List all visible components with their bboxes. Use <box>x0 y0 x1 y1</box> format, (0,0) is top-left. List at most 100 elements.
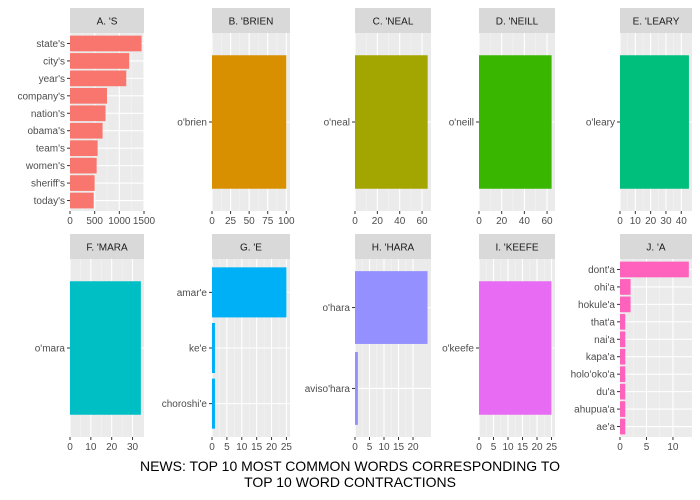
bar <box>620 401 626 417</box>
bar <box>70 175 95 191</box>
x-tick-label: 0 <box>476 442 482 453</box>
x-tick-label: 5 <box>367 442 373 453</box>
bar <box>479 55 552 189</box>
x-tick-label: 20 <box>645 216 657 227</box>
x-tick-label: 20 <box>106 442 118 453</box>
x-tick-label: 20 <box>496 216 508 227</box>
x-tick-label: 0 <box>209 442 215 453</box>
facet-title: F. 'MARA <box>86 243 128 254</box>
bar <box>70 157 97 174</box>
bar <box>620 418 626 435</box>
x-tick-label: 10 <box>236 442 248 453</box>
x-tick-label: 10 <box>502 442 514 453</box>
x-tick-label: 30 <box>127 442 139 453</box>
y-tick-label: ohi'a <box>594 282 615 293</box>
x-tick-label: 25 <box>281 442 293 453</box>
x-tick-label: 500 <box>86 216 103 227</box>
y-tick-label: o'mara <box>35 344 66 355</box>
x-tick-label: 0 <box>476 216 482 227</box>
y-tick-label: women's <box>25 161 65 172</box>
y-tick-label: o'neill <box>449 118 474 129</box>
bar <box>70 140 98 157</box>
bar <box>620 261 689 278</box>
caption-line-1: NEWS: TOP 10 MOST COMMON WORDS CORRESPON… <box>139 458 561 474</box>
bar <box>620 366 626 383</box>
facet-panel: D. 'NEILL o'neill 0 20 40 60 <box>449 8 555 227</box>
bar <box>70 192 94 209</box>
x-tick-label: 25 <box>546 442 558 453</box>
x-tick-label: 75 <box>262 216 274 227</box>
y-tick-label: company's <box>18 91 66 102</box>
x-tick-label: 20 <box>372 216 384 227</box>
x-tick-label: 40 <box>519 216 531 227</box>
x-tick-label: 15 <box>517 442 529 453</box>
y-tick-label: nai'a <box>594 335 615 346</box>
x-tick-label: 5 <box>491 442 497 453</box>
x-tick-label: 15 <box>393 442 405 453</box>
facet-title: A. 'S <box>97 17 118 28</box>
x-tick-label: 0 <box>209 216 215 227</box>
facet-strip <box>355 8 431 33</box>
facet-title: J. 'A <box>646 243 665 254</box>
y-tick-label: du'a <box>596 387 615 398</box>
bar <box>70 35 142 52</box>
panel-background <box>620 259 692 437</box>
bar <box>70 70 127 87</box>
facet-strip <box>212 8 290 33</box>
bar <box>70 122 103 139</box>
y-tick-label: o'neal <box>324 118 350 129</box>
facet-panel: G. 'E amar'e ke'e choroshi'e 0 5 10 15 20 25 <box>162 234 293 453</box>
y-tick-label: obama's <box>28 126 66 137</box>
x-tick-label: 60 <box>416 216 428 227</box>
bar <box>355 55 428 189</box>
facet-title: D. 'NEILL <box>496 17 539 28</box>
x-tick-label: 0 <box>617 442 623 453</box>
y-tick-label: o'keefe <box>442 344 474 355</box>
x-tick-label: 20 <box>531 442 543 453</box>
y-tick-label: sheriff's <box>31 179 65 190</box>
facet-panel: E. 'LEARY o'leary 0 10 20 30 40 <box>586 8 692 227</box>
y-tick-label: ke'e <box>189 344 207 355</box>
x-tick-label: 10 <box>378 442 390 453</box>
facet-title: H. 'HARA <box>372 243 415 254</box>
facet-title: C. 'NEAL <box>373 17 414 28</box>
x-tick-label: 0 <box>67 442 73 453</box>
y-tick-label: o'brien <box>177 118 207 129</box>
facet-strip <box>70 8 144 33</box>
facet-strip <box>620 8 692 33</box>
y-tick-label: o'hara <box>323 303 351 314</box>
facet-strip <box>212 234 290 259</box>
bar <box>620 383 626 400</box>
bar <box>212 322 215 374</box>
y-tick-label: dont'a <box>588 265 615 276</box>
bar <box>620 313 626 330</box>
bar <box>212 378 215 429</box>
facet-panel: I. 'KEEFE o'keefe 0 5 10 15 20 25 <box>442 234 558 453</box>
bar <box>212 267 287 318</box>
facet-panel: C. 'NEAL o'neal 0 20 40 60 <box>324 8 431 227</box>
x-tick-label: 10 <box>85 442 97 453</box>
bar <box>355 352 358 425</box>
x-tick-label: 40 <box>676 216 688 227</box>
bar <box>620 348 626 365</box>
x-tick-label: 15 <box>251 442 263 453</box>
x-tick-label: 1500 <box>133 216 156 227</box>
bar <box>70 105 106 122</box>
y-tick-label: year's <box>39 74 65 85</box>
y-tick-label: aviso'hara <box>305 384 351 395</box>
y-tick-label: nation's <box>31 109 65 120</box>
facet-strip <box>479 234 555 259</box>
y-tick-label: kapa'a <box>586 352 616 363</box>
x-tick-label: 5 <box>224 442 230 453</box>
y-tick-label: o'leary <box>586 118 615 129</box>
bar <box>70 281 141 415</box>
facet-panel: A. 'S state's city's year's company's nation'… <box>18 8 156 227</box>
facet-panel: J. 'A dont'a ohi'a hokule'a that'a nai'a kapa'… <box>571 234 692 453</box>
x-tick-label: 0 <box>352 216 358 227</box>
y-tick-label: that'a <box>591 317 616 328</box>
y-tick-label: ahupua'a <box>574 405 615 416</box>
y-tick-label: ae'a <box>596 422 615 433</box>
bar <box>620 279 631 295</box>
facet-strip <box>70 234 144 259</box>
y-tick-label: city's <box>43 56 65 67</box>
